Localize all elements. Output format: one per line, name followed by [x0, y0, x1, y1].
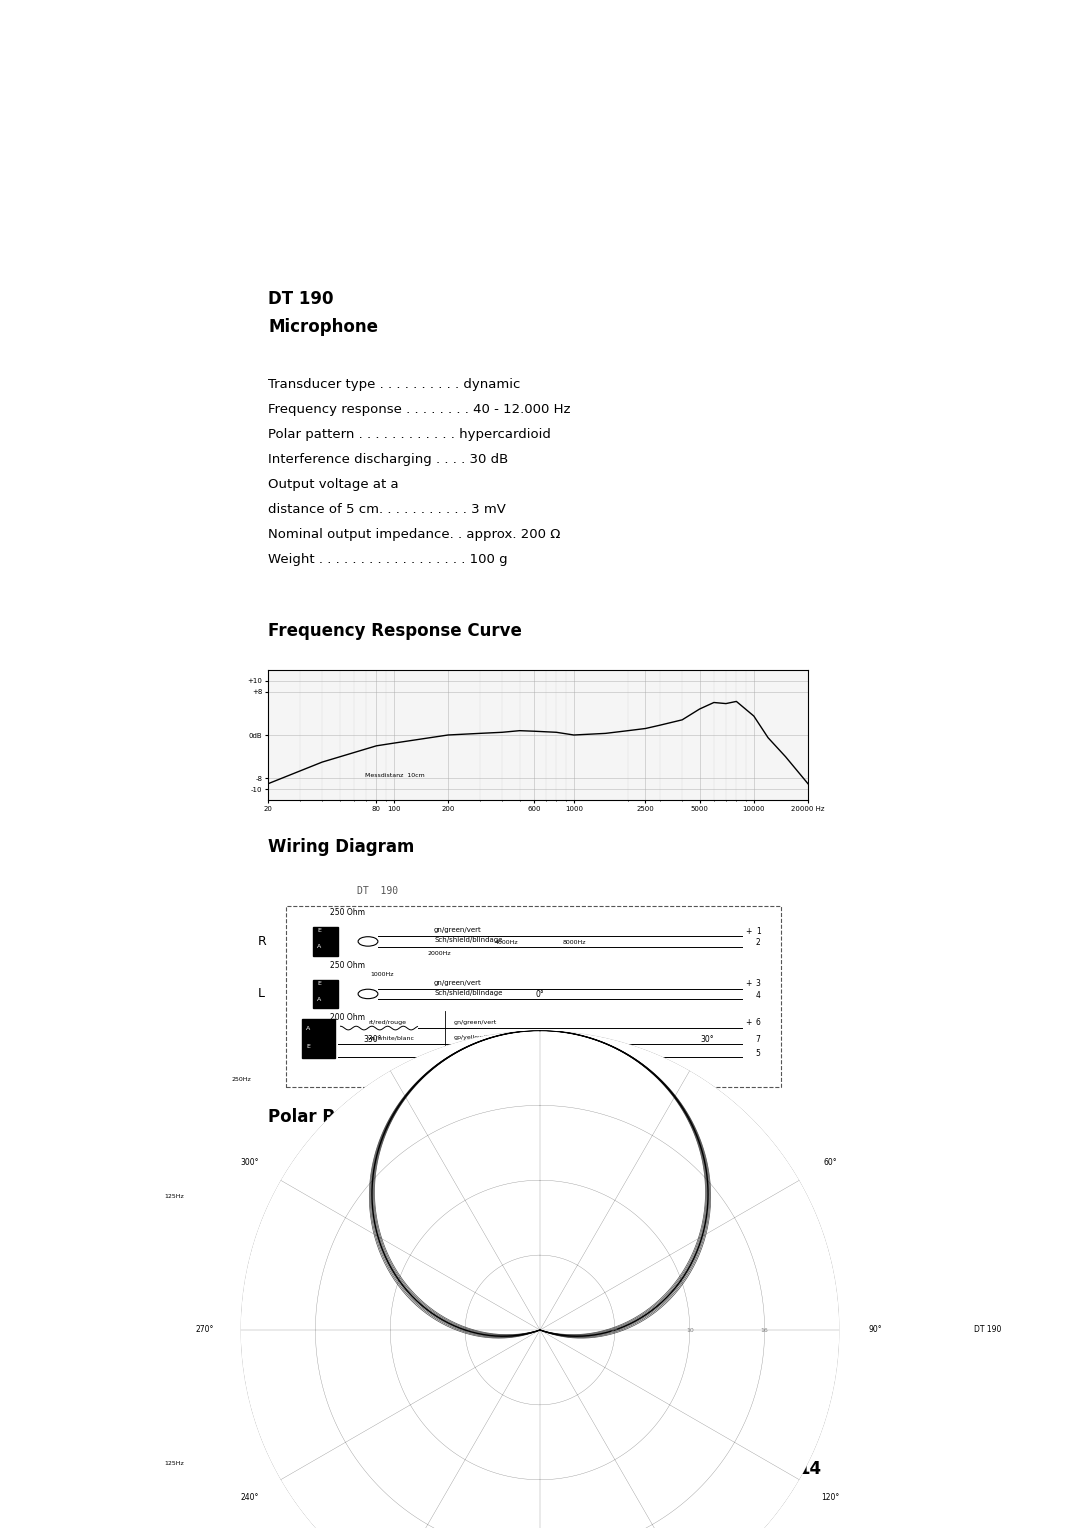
Text: 240°: 240°	[241, 1493, 259, 1502]
Text: 30°: 30°	[701, 1034, 715, 1044]
Text: +: +	[745, 1019, 751, 1027]
Text: rt/red/rouge: rt/red/rouge	[368, 1019, 406, 1025]
Text: 4: 4	[756, 990, 760, 999]
Bar	[285, 906, 781, 1086]
Text: 250 Ohm: 250 Ohm	[329, 961, 365, 970]
Text: 120°: 120°	[822, 1493, 839, 1502]
Text: Sch/shield/blindage: Sch/shield/blindage	[434, 937, 502, 943]
Text: Interference discharging . . . . 30 dB: Interference discharging . . . . 30 dB	[268, 452, 509, 466]
Text: 270°: 270°	[195, 1325, 214, 1334]
Text: Frequency response . . . . . . . . 40 - 12.000 Hz: Frequency response . . . . . . . . 40 - …	[268, 403, 570, 416]
Text: Transducer type . . . . . . . . . . dynamic: Transducer type . . . . . . . . . . dyna…	[268, 377, 521, 391]
Text: gn/green/vert: gn/green/vert	[434, 979, 482, 986]
Text: Weight . . . . . . . . . . . . . . . . . . 100 g: Weight . . . . . . . . . . . . . . . . .…	[268, 553, 508, 565]
Bar	[302, 1019, 335, 1059]
Text: +: +	[745, 979, 751, 989]
Text: 90°: 90°	[868, 1325, 882, 1334]
Text: E: E	[318, 981, 321, 986]
Text: ws/white/blanc: ws/white/blanc	[368, 1036, 415, 1041]
Bar	[313, 927, 338, 957]
Text: Output voltage at a: Output voltage at a	[268, 478, 399, 490]
Text: A: A	[318, 944, 322, 949]
Text: Nominal output impedance. . approx. 200 Ω: Nominal output impedance. . approx. 200 …	[268, 529, 561, 541]
Text: E: E	[318, 929, 321, 934]
Text: Messdistanz  10cm: Messdistanz 10cm	[365, 773, 424, 778]
Text: 300°: 300°	[240, 1158, 259, 1167]
Text: 3: 3	[756, 979, 760, 989]
Text: E: E	[307, 1044, 310, 1048]
Text: 250 Ohm: 250 Ohm	[329, 908, 365, 917]
Text: gn/green/vert: gn/green/vert	[434, 927, 482, 934]
Text: 16: 16	[760, 1328, 769, 1332]
Text: Frequency Response Curve: Frequency Response Curve	[268, 622, 522, 640]
Text: 2000Hz: 2000Hz	[428, 952, 451, 957]
Text: 14: 14	[798, 1459, 822, 1478]
Text: DT 190: DT 190	[974, 1325, 1001, 1334]
Text: +: +	[745, 926, 751, 935]
Text: 0°: 0°	[536, 990, 544, 999]
Text: 500Hz: 500Hz	[319, 1001, 338, 1005]
Text: 330°: 330°	[363, 1034, 381, 1044]
Text: 10: 10	[686, 1328, 693, 1332]
Text: Polar Pattern: Polar Pattern	[268, 1108, 392, 1126]
Text: 8000Hz: 8000Hz	[563, 940, 585, 944]
Text: 4000Hz: 4000Hz	[495, 940, 518, 944]
Text: Sch/shield/blindage: Sch/shield/blindage	[454, 1048, 515, 1053]
Text: 200 Ohm: 200 Ohm	[329, 1013, 365, 1022]
Text: 5: 5	[756, 1050, 760, 1059]
Text: Microphone: Microphone	[268, 318, 378, 336]
Text: gp/yellow/jaune: gp/yellow/jaune	[454, 1036, 503, 1041]
Text: 125Hz: 125Hz	[164, 1461, 184, 1465]
Text: 25: 25	[611, 1328, 619, 1332]
Text: R: R	[258, 935, 267, 947]
Text: A: A	[307, 1025, 311, 1030]
Text: 7: 7	[756, 1034, 760, 1044]
Text: Sch/shield/blindage: Sch/shield/blindage	[434, 990, 502, 996]
Text: 250Hz: 250Hz	[232, 1077, 252, 1082]
Text: 1000Hz: 1000Hz	[369, 972, 393, 976]
Text: Polar pattern . . . . . . . . . . . . hypercardioid: Polar pattern . . . . . . . . . . . . hy…	[268, 428, 551, 442]
Text: DT  190: DT 190	[357, 886, 399, 897]
Text: br/brown/brun: br/brown/brun	[582, 1048, 627, 1053]
Text: 2: 2	[756, 938, 760, 947]
Bar	[313, 979, 338, 1008]
Text: 60°: 60°	[824, 1158, 837, 1167]
Text: gn/green/vert: gn/green/vert	[454, 1019, 497, 1025]
Text: A: A	[318, 996, 322, 1002]
Text: distance of 5 cm. . . . . . . . . . . 3 mV: distance of 5 cm. . . . . . . . . . . 3 …	[268, 503, 505, 516]
Text: DT 190: DT 190	[268, 290, 334, 309]
Text: Wiring Diagram: Wiring Diagram	[268, 837, 415, 856]
Text: 125Hz: 125Hz	[164, 1195, 184, 1199]
Text: 6: 6	[756, 1019, 760, 1027]
Text: 1: 1	[756, 926, 760, 935]
Text: L: L	[258, 987, 265, 1001]
